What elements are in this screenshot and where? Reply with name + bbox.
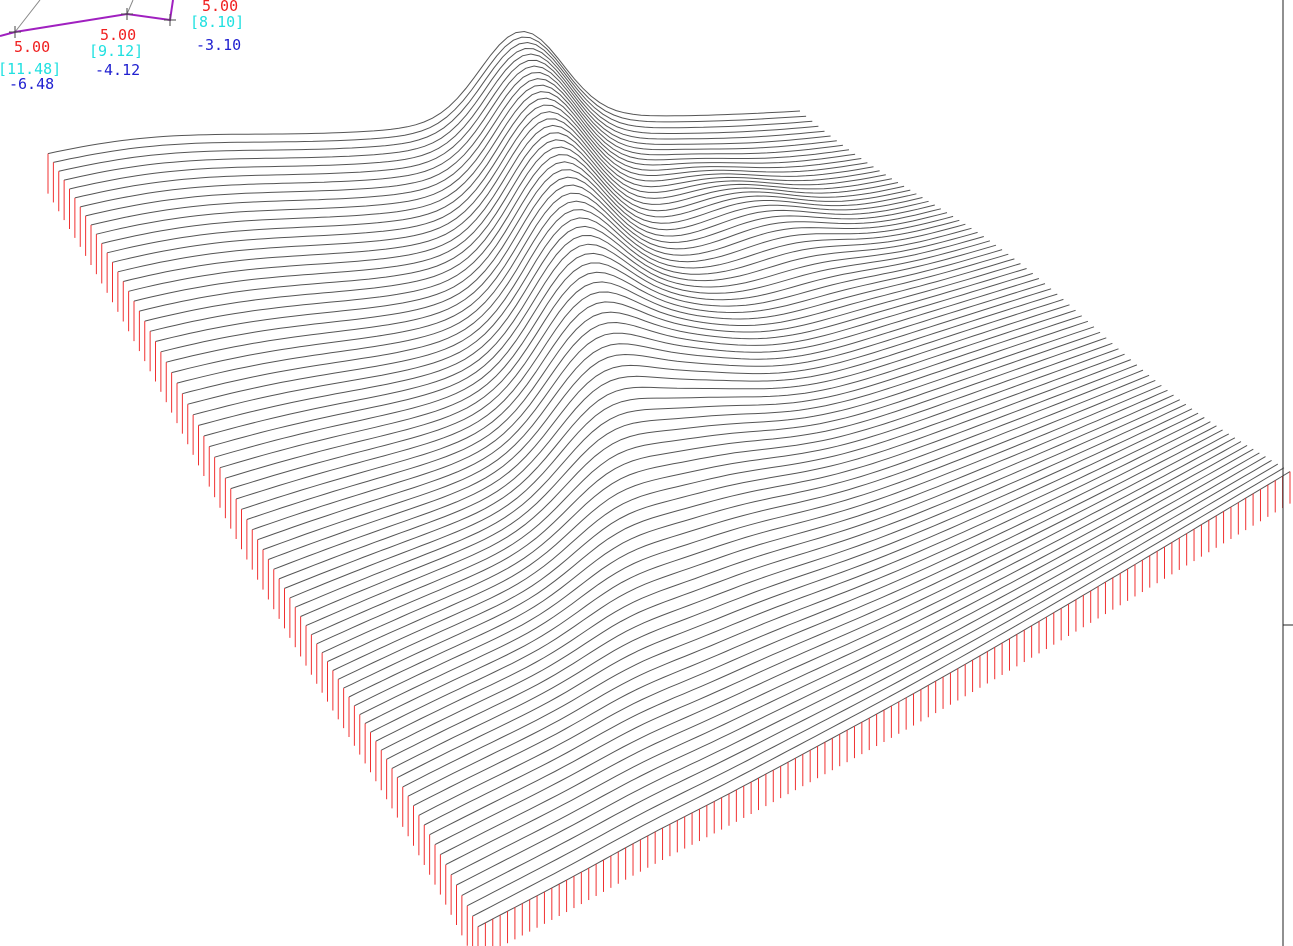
profile-line bbox=[149, 154, 917, 332]
profile-line bbox=[450, 452, 1260, 876]
profile-line bbox=[289, 309, 1076, 599]
profile-line bbox=[58, 41, 813, 172]
profile-line bbox=[305, 326, 1095, 627]
profile-line bbox=[413, 425, 1217, 807]
label-offset: -6.48 bbox=[9, 75, 54, 93]
profile-line bbox=[252, 272, 1033, 531]
profile-line bbox=[47, 30, 801, 155]
profile-line bbox=[133, 132, 899, 302]
profile-line bbox=[155, 161, 923, 342]
profile-line bbox=[198, 225, 972, 426]
profile-line bbox=[338, 359, 1131, 680]
profile-line bbox=[316, 337, 1107, 645]
profile-line bbox=[262, 283, 1046, 551]
profile-line bbox=[311, 331, 1101, 636]
profile-line bbox=[284, 304, 1070, 589]
node-marks bbox=[9, 8, 176, 38]
terrain-mesh bbox=[47, 30, 1291, 946]
profile-line bbox=[391, 408, 1193, 769]
occluder bbox=[478, 471, 1290, 946]
profile-line bbox=[123, 118, 886, 282]
profile-line bbox=[112, 104, 874, 263]
profile-line bbox=[461, 459, 1272, 896]
profile-line bbox=[53, 36, 807, 163]
profile-line bbox=[209, 236, 984, 448]
profile-line bbox=[214, 240, 991, 458]
label-value: 5.00 bbox=[14, 38, 50, 56]
profile-line bbox=[69, 53, 825, 190]
label-offset: -3.10 bbox=[196, 36, 241, 54]
label-value: 5.00 bbox=[100, 26, 136, 44]
profile-line bbox=[359, 379, 1156, 716]
profile-line bbox=[429, 437, 1236, 836]
profile-line bbox=[381, 399, 1181, 751]
profile-line bbox=[182, 200, 954, 395]
profile-line bbox=[63, 47, 819, 181]
profile-line bbox=[418, 429, 1223, 816]
profile-line bbox=[176, 192, 948, 384]
label-bracket: [9.12] bbox=[89, 42, 143, 60]
profile-line bbox=[397, 412, 1199, 779]
profile-line bbox=[187, 209, 960, 405]
profile-line bbox=[90, 78, 850, 226]
labels: 5.00 [8.10] -3.10 5.00 [9.12] -4.12 5.00… bbox=[0, 0, 244, 93]
label-bracket: [11.48] bbox=[0, 60, 61, 78]
profile-line bbox=[456, 456, 1266, 886]
profile-line bbox=[424, 433, 1230, 826]
profile-line bbox=[80, 65, 837, 208]
profile-line bbox=[246, 268, 1027, 520]
label-bracket: [8.10] bbox=[190, 13, 244, 31]
profile-line bbox=[106, 97, 868, 254]
profile-line bbox=[225, 249, 1003, 479]
profile-line bbox=[74, 59, 831, 199]
profile-line bbox=[278, 298, 1064, 580]
profile-line bbox=[332, 353, 1125, 671]
profile-line bbox=[440, 444, 1248, 856]
profile-line bbox=[257, 278, 1040, 541]
profile-line bbox=[192, 217, 966, 416]
profile-line bbox=[327, 348, 1119, 663]
profile-line bbox=[467, 463, 1279, 907]
profile-line bbox=[171, 184, 942, 374]
plan-sketch bbox=[0, 0, 176, 38]
edge bbox=[14, 0, 41, 33]
profile-line bbox=[407, 421, 1211, 797]
profile-line bbox=[160, 169, 929, 353]
profile-line bbox=[300, 320, 1089, 617]
profile-line bbox=[117, 111, 880, 273]
profile-line bbox=[445, 448, 1254, 866]
profile-line bbox=[402, 417, 1205, 788]
profile-line bbox=[348, 369, 1144, 698]
profile-line bbox=[295, 315, 1082, 608]
profile-line bbox=[166, 176, 935, 363]
profile-line bbox=[85, 71, 843, 217]
profile-line bbox=[241, 263, 1021, 510]
profile-line bbox=[144, 146, 911, 322]
profile-line bbox=[139, 139, 905, 312]
edge bbox=[126, 0, 134, 15]
profile-line bbox=[268, 288, 1052, 560]
profile-line bbox=[375, 394, 1174, 742]
profile-line bbox=[472, 467, 1285, 917]
profile-line bbox=[370, 389, 1168, 733]
profile-line bbox=[101, 91, 862, 244]
profile-line bbox=[434, 441, 1242, 846]
profile-line bbox=[230, 253, 1009, 490]
profile-line bbox=[235, 258, 1015, 500]
label-value: 5.00 bbox=[202, 0, 238, 15]
profile-line bbox=[203, 231, 978, 437]
profile-line bbox=[343, 364, 1138, 689]
label-offset: -4.12 bbox=[95, 61, 140, 79]
profile-line bbox=[354, 374, 1150, 707]
profile-line bbox=[273, 293, 1058, 570]
profile-line bbox=[96, 84, 856, 235]
profile-line bbox=[364, 384, 1162, 724]
profile-line bbox=[128, 124, 892, 292]
profile-line bbox=[321, 342, 1113, 654]
profile-line bbox=[386, 403, 1187, 760]
profile-line bbox=[219, 244, 997, 469]
